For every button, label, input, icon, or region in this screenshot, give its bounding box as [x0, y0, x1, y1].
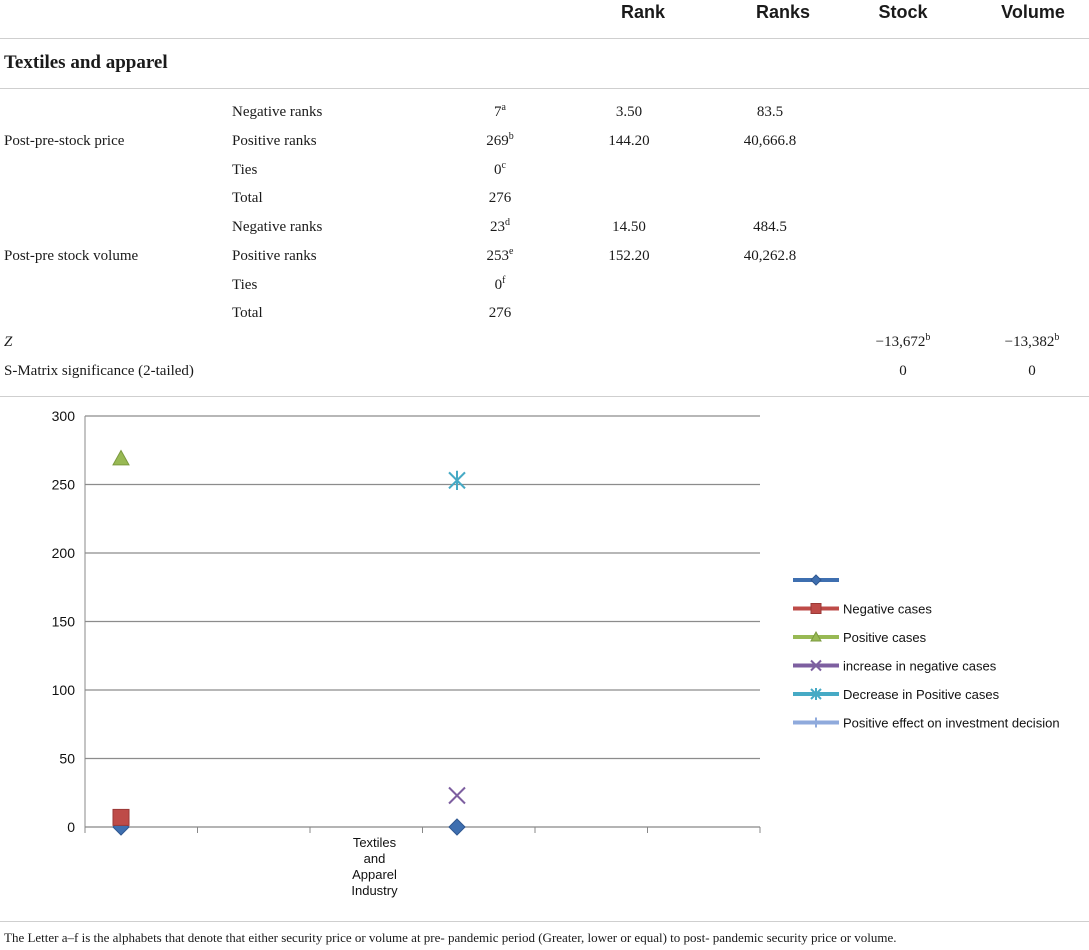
row-n: 269b [486, 131, 514, 150]
group-label: Post-pre stock volume [4, 248, 139, 264]
legend-marker [811, 717, 821, 728]
data-point [448, 470, 466, 490]
legend-marker [810, 688, 822, 700]
row-n: 276 [488, 305, 512, 321]
z-stock: −13,672b [875, 332, 931, 351]
row-mean-rank: 3.50 [615, 104, 643, 120]
group-label: Post-pre-stock price [4, 133, 125, 149]
y-tick-label: 300 [52, 408, 76, 424]
row-n: 23d [490, 217, 510, 236]
section-title: Textiles and apparel [4, 52, 168, 73]
row-label: Positive ranks [232, 133, 317, 149]
row-label: Total [232, 305, 263, 321]
legend-marker [810, 630, 822, 642]
z-label: Z [4, 334, 13, 350]
sig-volume: 0 [1028, 363, 1036, 379]
row-label: Ties [232, 277, 258, 293]
row-label: Negative ranks [232, 104, 323, 120]
row-n: 0f [494, 275, 506, 294]
y-tick-label: 50 [59, 751, 75, 767]
x-category-label: Industry [351, 883, 398, 898]
z-volume: −13,382b [1004, 332, 1060, 351]
data-point [448, 818, 466, 836]
x-category-label: Textiles [353, 835, 397, 850]
row-mean-rank: 152.20 [608, 248, 650, 264]
data-point [112, 808, 130, 826]
col-header-rank: Rank [620, 2, 665, 22]
section-rule [0, 88, 1089, 89]
row-sum-ranks: 484.5 [753, 219, 787, 235]
legend-label: increase in negative cases [843, 659, 997, 674]
y-tick-label: 200 [52, 545, 76, 561]
header-rule [0, 38, 1089, 39]
row-n: 0c [494, 160, 506, 179]
row-n: 253e [486, 246, 514, 265]
row-mean-rank: 144.20 [608, 133, 650, 149]
row-label: Ties [232, 162, 258, 178]
legend-label: Positive cases [843, 630, 927, 645]
x-category-label: Apparel [352, 867, 397, 882]
row-label: Positive ranks [232, 248, 317, 264]
col-header-volume: Volume [1001, 2, 1065, 22]
scatter-chart: 0 50 100 150 200 250 300 TextilesandApparelIndu… [52, 408, 1060, 898]
y-tick-label: 150 [52, 614, 76, 630]
col-header-ranks: Ranks [755, 2, 811, 22]
legend-marker [810, 603, 822, 614]
legend-label: Positive effect on investment decision [843, 716, 1060, 731]
col-header-stock: Stock [878, 2, 928, 22]
row-n: 7a [494, 102, 506, 121]
y-tick-label: 100 [52, 682, 76, 698]
row-sum-ranks: 40,666.8 [743, 133, 797, 149]
sig-stock: 0 [899, 363, 907, 379]
legend-marker [810, 659, 822, 672]
y-tick-label: 0 [67, 819, 75, 835]
table-bottom-rule [0, 396, 1089, 397]
legend-label: Negative cases [843, 602, 932, 617]
legend-marker [810, 574, 822, 586]
footnote-rule [0, 921, 1089, 922]
footnote: The Letter a–f is the alphabets that den… [4, 930, 897, 945]
row-mean-rank: 14.50 [612, 219, 646, 235]
y-tick-label: 250 [52, 477, 76, 493]
sig-label: S-Matrix significance (2-tailed) [4, 363, 194, 379]
row-n: 276 [488, 190, 512, 206]
x-category-label: and [364, 851, 386, 866]
row-sum-ranks: 40,262.8 [743, 248, 797, 264]
row-label: Total [232, 190, 263, 206]
data-point [112, 449, 130, 466]
legend-label: Decrease in Positive cases [843, 687, 1000, 702]
row-label: Negative ranks [232, 219, 323, 235]
row-sum-ranks: 83.5 [756, 104, 784, 120]
data-point [448, 786, 466, 805]
